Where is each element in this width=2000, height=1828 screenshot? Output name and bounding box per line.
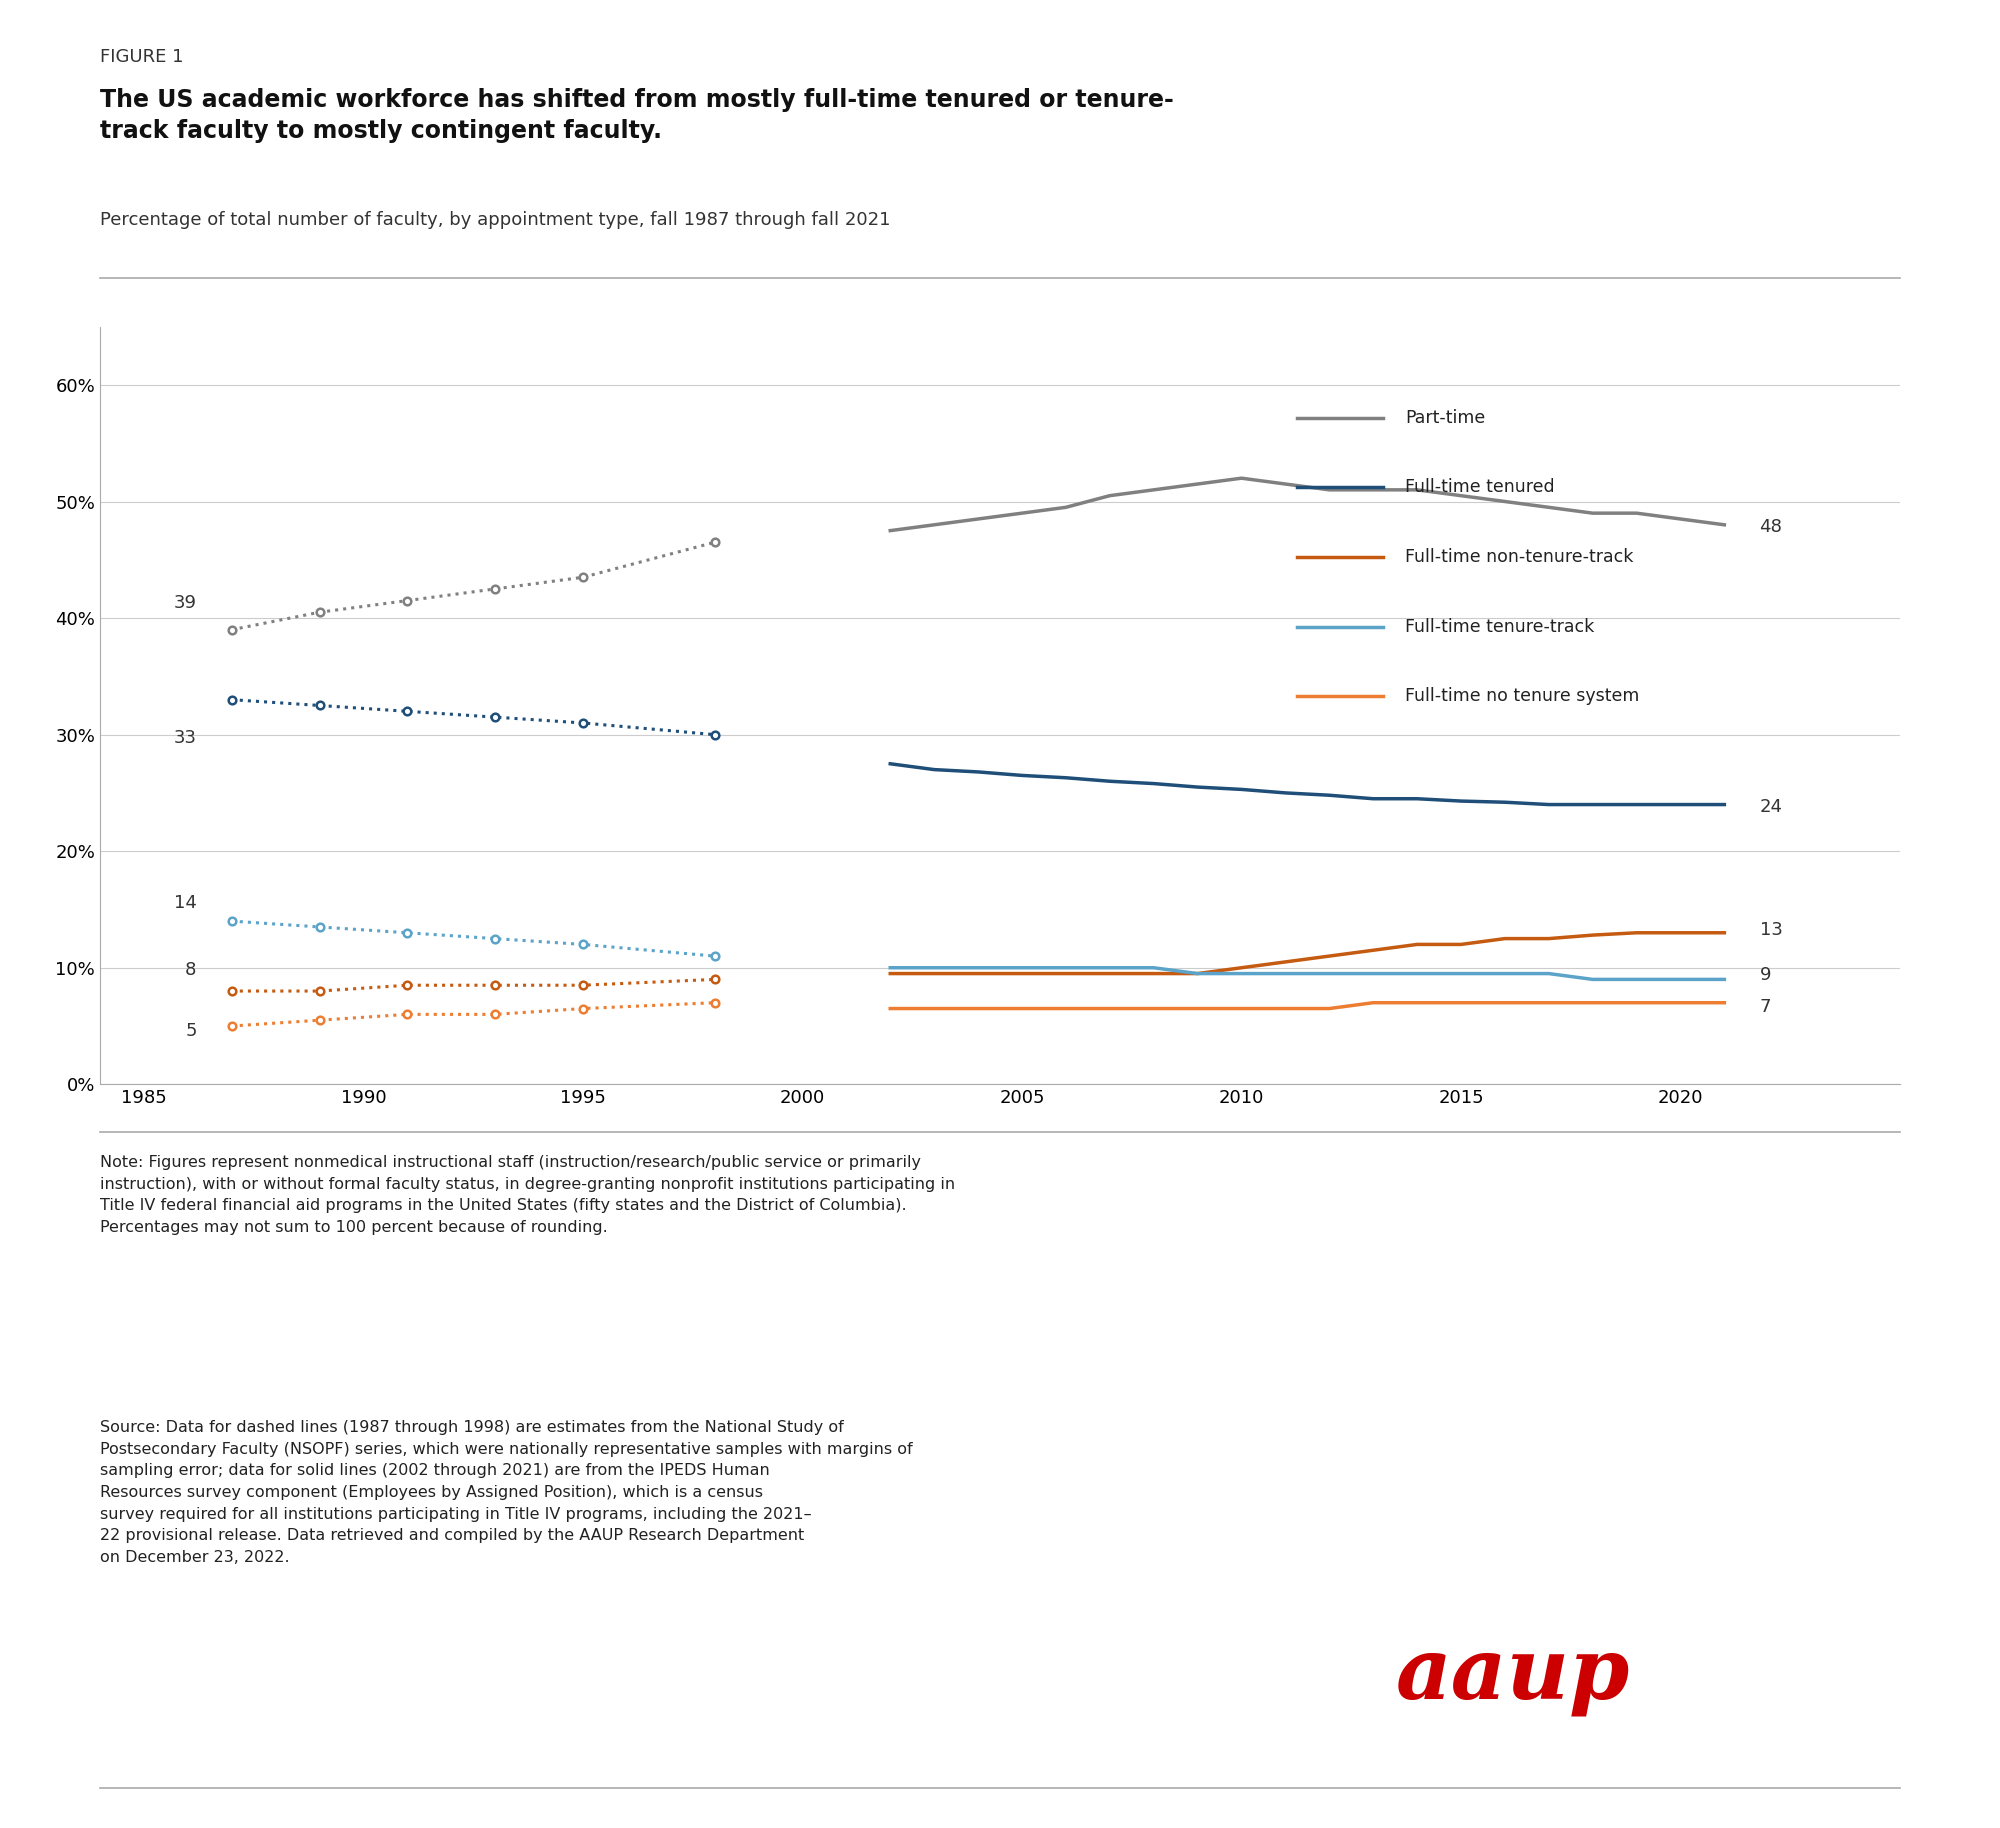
Text: 7: 7 bbox=[1760, 998, 1772, 1016]
Text: FIGURE 1: FIGURE 1 bbox=[100, 48, 184, 66]
Text: Full-time non-tenure-track: Full-time non-tenure-track bbox=[1406, 548, 1634, 567]
Text: 24: 24 bbox=[1760, 797, 1782, 815]
Text: Note: Figures represent nonmedical instructional staff (instruction/research/pub: Note: Figures represent nonmedical instr… bbox=[100, 1155, 956, 1236]
Text: 8: 8 bbox=[186, 962, 196, 980]
Text: Full-time tenure-track: Full-time tenure-track bbox=[1406, 618, 1594, 636]
Text: Full-time tenured: Full-time tenured bbox=[1406, 479, 1554, 495]
Text: Source: Data for dashed lines (1987 through 1998) are estimates from the Nationa: Source: Data for dashed lines (1987 thro… bbox=[100, 1420, 912, 1565]
Text: 13: 13 bbox=[1760, 921, 1782, 940]
Text: The US academic workforce has shifted from mostly full-time tenured or tenure-
t: The US academic workforce has shifted fr… bbox=[100, 88, 1174, 143]
Text: 9: 9 bbox=[1760, 965, 1772, 983]
Text: Part-time: Part-time bbox=[1406, 409, 1486, 426]
Text: Full-time no tenure system: Full-time no tenure system bbox=[1406, 687, 1640, 706]
Text: 5: 5 bbox=[186, 1022, 196, 1040]
Text: 33: 33 bbox=[174, 729, 196, 748]
Text: Percentage of total number of faculty, by appointment type, fall 1987 through fa: Percentage of total number of faculty, b… bbox=[100, 212, 890, 230]
Text: 48: 48 bbox=[1760, 517, 1782, 536]
Text: aaup: aaup bbox=[1396, 1632, 1630, 1716]
Text: 14: 14 bbox=[174, 894, 196, 912]
Text: 39: 39 bbox=[174, 594, 196, 612]
